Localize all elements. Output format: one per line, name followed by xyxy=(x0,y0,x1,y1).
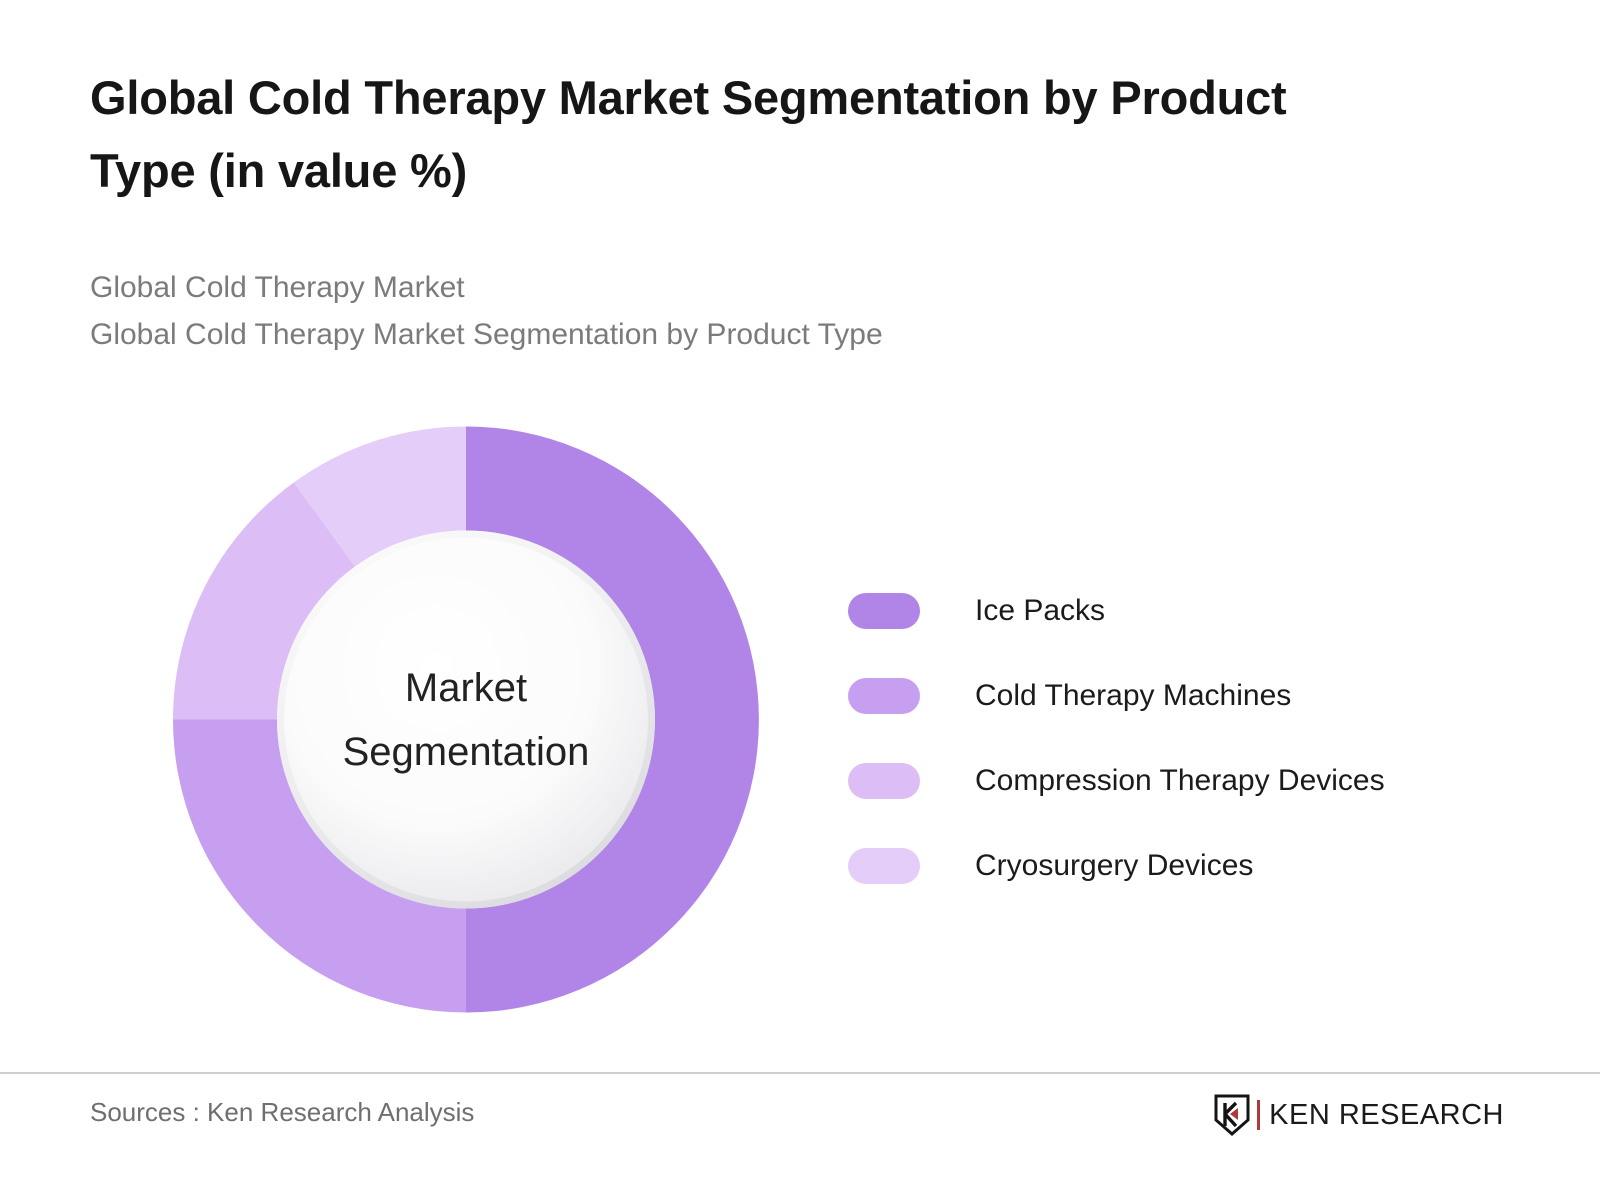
legend-item[interactable]: Cold Therapy Machines xyxy=(848,653,1508,738)
brand-divider xyxy=(1257,1100,1261,1130)
chart-area: Market Segmentation Ice Packs Cold Therap… xyxy=(0,400,1600,1060)
legend-label: Cryosurgery Devices xyxy=(975,848,1254,882)
donut-slice[interactable] xyxy=(173,482,355,720)
legend-item[interactable]: Ice Packs xyxy=(848,568,1508,653)
footer-divider xyxy=(0,1072,1600,1074)
legend-swatch-icon xyxy=(848,847,920,884)
donut-svg xyxy=(173,426,759,1013)
donut-chart: Market Segmentation xyxy=(173,426,759,1013)
donut-slice[interactable] xyxy=(466,426,759,1013)
legend-label: Ice Packs xyxy=(975,593,1106,627)
donut-slice[interactable] xyxy=(173,719,466,1013)
brand-name: KEN RESEARCH xyxy=(1269,1098,1504,1131)
page-title: Global Cold Therapy Market Segmentation … xyxy=(90,71,1287,197)
legend-item[interactable]: Compression Therapy Devices xyxy=(848,738,1508,823)
legend-swatch-icon xyxy=(848,677,920,714)
donut-hub xyxy=(284,537,648,902)
legend-swatch-icon xyxy=(848,762,920,799)
header: Global Cold Therapy Market Segmentation … xyxy=(90,62,1430,358)
legend-label: Compression Therapy Devices xyxy=(975,763,1385,797)
subtitle-block: Global Cold Therapy Market Global Cold T… xyxy=(90,264,1430,359)
subtitle-line-1: Global Cold Therapy Market xyxy=(90,270,465,304)
ken-research-shield-icon xyxy=(1214,1094,1250,1136)
legend-label: Cold Therapy Machines xyxy=(975,678,1292,712)
legend: Ice Packs Cold Therapy Machines Compressio… xyxy=(848,568,1508,908)
donut-slices xyxy=(173,426,759,1013)
legend-swatch-icon xyxy=(848,592,920,629)
subtitle-line-2: Global Cold Therapy Market Segmentation … xyxy=(90,318,883,352)
legend-item[interactable]: Cryosurgery Devices xyxy=(848,823,1508,908)
brand-logo: KEN RESEARCH xyxy=(1214,1094,1504,1136)
donut-slice[interactable] xyxy=(293,426,466,567)
sources-note: Sources : Ken Research Analysis xyxy=(90,1097,475,1127)
